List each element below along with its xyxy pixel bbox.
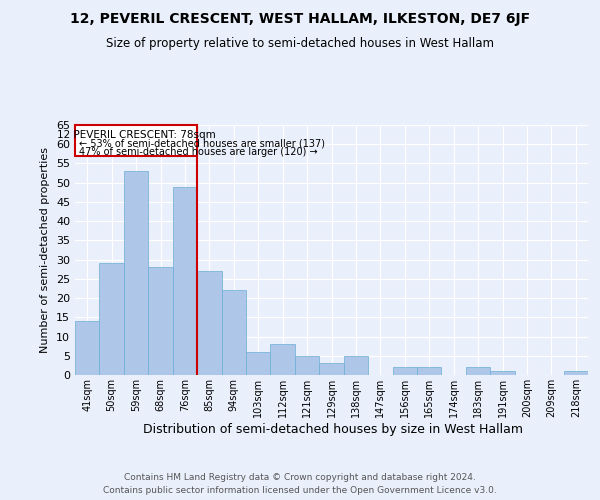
Bar [392, 368, 417, 375]
Text: Contains HM Land Registry data © Crown copyright and database right 2024.: Contains HM Land Registry data © Crown c… [124, 472, 476, 482]
Bar [173, 186, 197, 375]
Bar [466, 368, 490, 375]
Bar [75, 321, 100, 375]
Text: ← 53% of semi-detached houses are smaller (137): ← 53% of semi-detached houses are smalle… [79, 138, 325, 148]
Bar [563, 371, 588, 375]
Bar [271, 344, 295, 375]
Text: Contains public sector information licensed under the Open Government Licence v3: Contains public sector information licen… [103, 486, 497, 495]
Bar [100, 264, 124, 375]
Bar [344, 356, 368, 375]
Bar [417, 368, 442, 375]
Text: Distribution of semi-detached houses by size in West Hallam: Distribution of semi-detached houses by … [143, 422, 523, 436]
Text: 12 PEVERIL CRESCENT: 78sqm: 12 PEVERIL CRESCENT: 78sqm [56, 130, 215, 140]
Text: 12, PEVERIL CRESCENT, WEST HALLAM, ILKESTON, DE7 6JF: 12, PEVERIL CRESCENT, WEST HALLAM, ILKES… [70, 12, 530, 26]
Y-axis label: Number of semi-detached properties: Number of semi-detached properties [40, 147, 50, 353]
Bar [221, 290, 246, 375]
Text: Size of property relative to semi-detached houses in West Hallam: Size of property relative to semi-detach… [106, 38, 494, 51]
Bar [148, 268, 173, 375]
Bar [490, 371, 515, 375]
Text: 47% of semi-detached houses are larger (120) →: 47% of semi-detached houses are larger (… [79, 148, 317, 158]
Bar [197, 271, 221, 375]
Bar [124, 171, 148, 375]
FancyBboxPatch shape [75, 125, 197, 156]
Bar [246, 352, 271, 375]
Bar [295, 356, 319, 375]
Bar [319, 364, 344, 375]
